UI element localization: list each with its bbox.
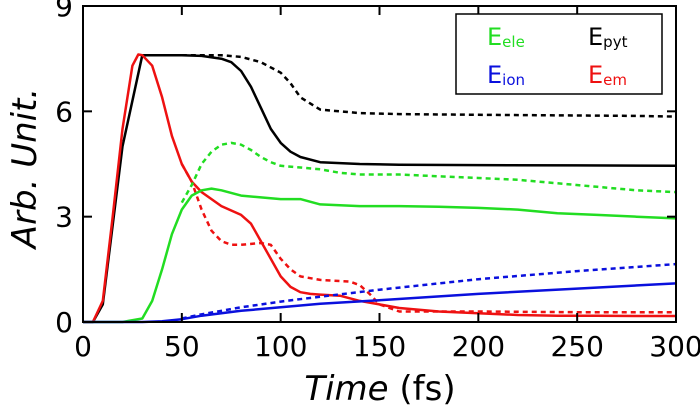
legend-entry-ion: Eion (487, 61, 525, 89)
series-line-em_dotted (180, 163, 676, 314)
series-line-pyt_dotted (181, 53, 677, 118)
x-axis-label-unit: (fs) (389, 369, 456, 409)
series-line-ele_solid (83, 187, 677, 324)
series-line-pyt_solid (83, 53, 677, 324)
legend-entry-em: Eem (588, 61, 627, 89)
legend-box (455, 13, 663, 95)
x-tick-label: 0 (74, 330, 92, 363)
legend-entry-ele: Eele (487, 23, 525, 51)
y-axis-label: Arb. Unit. (5, 88, 45, 250)
x-axis-label-main: Time (304, 369, 388, 409)
y-tick-label: 0 (55, 306, 73, 339)
y-tick-label: 9 (55, 0, 73, 23)
y-tick-label: 3 (55, 201, 73, 234)
x-axis-label: Time (fs) (304, 369, 455, 409)
x-tick-label: 100 (254, 330, 307, 363)
x-tick-label: 200 (452, 330, 505, 363)
series-line-em_solid (83, 53, 676, 324)
x-tick-label: 50 (164, 330, 200, 363)
y-tick-label: 6 (55, 95, 73, 128)
tick-label-layer: 0 50 100 150 200 250 300 0 3 6 9 (55, 0, 700, 363)
x-tick-label: 250 (550, 330, 603, 363)
legend-entry-pyt: Epyt (588, 23, 628, 51)
series-line-ele_dotted (180, 141, 677, 204)
x-tick-label: 150 (353, 330, 406, 363)
legend: Eele Epyt Eion Eem (455, 13, 663, 95)
x-tick-label: 300 (649, 330, 700, 363)
